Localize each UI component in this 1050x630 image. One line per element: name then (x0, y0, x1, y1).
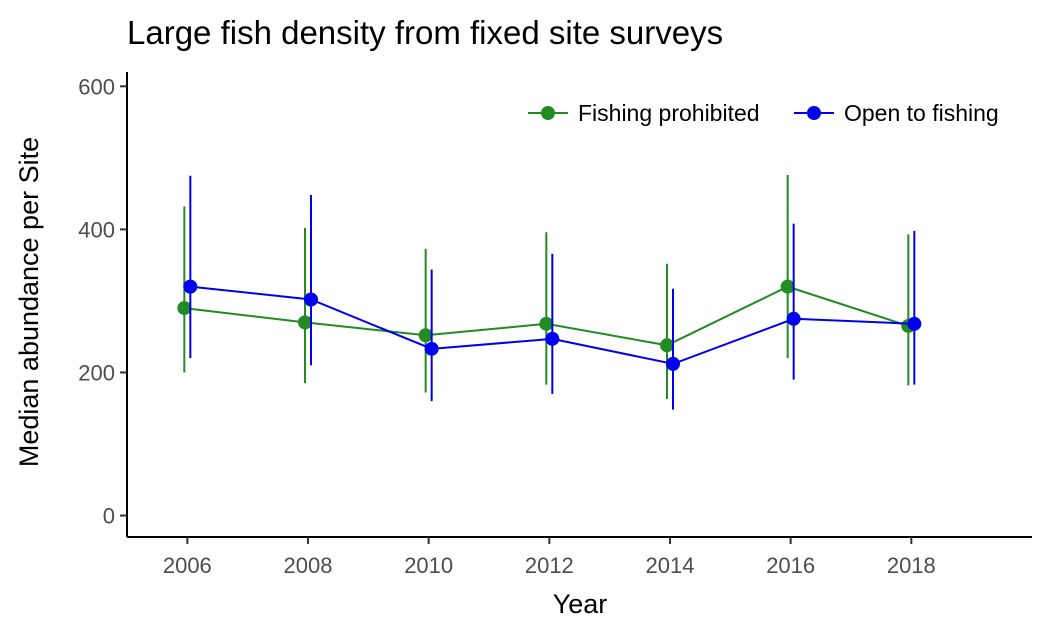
x-tick-label: 2008 (284, 553, 333, 578)
data-point (539, 316, 554, 331)
data-point (418, 328, 433, 343)
x-tick-label: 2012 (525, 553, 574, 578)
plot-area: 2006 2008 2010 2012 2014 2016 2018 0 200 400 600 (78, 72, 1032, 578)
data-point (780, 279, 795, 294)
y-axis-ticks: 0 200 400 600 (78, 74, 127, 529)
legend-label: Fishing prohibited (578, 100, 760, 126)
x-tick-label: 2016 (766, 553, 815, 578)
y-tick-label: 600 (78, 74, 115, 99)
legend-label: Open to fishing (844, 100, 999, 126)
x-tick-label: 2018 (887, 553, 936, 578)
data-point (424, 341, 439, 356)
x-tick-label: 2006 (163, 553, 212, 578)
chart-title: Large fish density from fixed site surve… (127, 14, 723, 51)
series-layer (177, 175, 922, 410)
data-point (666, 356, 680, 371)
x-tick-label: 2010 (404, 553, 453, 578)
legend-item-open-to-fishing: Open to fishing (794, 100, 999, 126)
legend-item-fishing-prohibited: Fishing prohibited (528, 100, 760, 126)
series-fishing-prohibited (177, 175, 916, 399)
series-open-to-fishing (183, 175, 922, 410)
y-tick-label: 200 (78, 360, 115, 385)
legend: Fishing prohibited Open to fishing (528, 100, 999, 126)
y-tick-label: 0 (103, 504, 115, 529)
data-point (660, 338, 674, 353)
data-point (545, 331, 560, 346)
x-axis-ticks: 2006 2008 2010 2012 2014 2016 2018 (163, 537, 936, 578)
y-axis-title: Median abundance per Site (14, 137, 44, 467)
legend-swatch-dot (541, 106, 555, 120)
data-point (786, 311, 801, 326)
x-tick-label: 2014 (646, 553, 695, 578)
data-point (298, 315, 312, 330)
data-point (183, 279, 198, 294)
legend-swatch-dot (807, 106, 821, 120)
x-axis-title: Year (553, 589, 608, 619)
data-point (907, 316, 922, 331)
data-point (177, 301, 192, 316)
y-tick-label: 400 (78, 217, 115, 242)
data-point (304, 292, 318, 307)
